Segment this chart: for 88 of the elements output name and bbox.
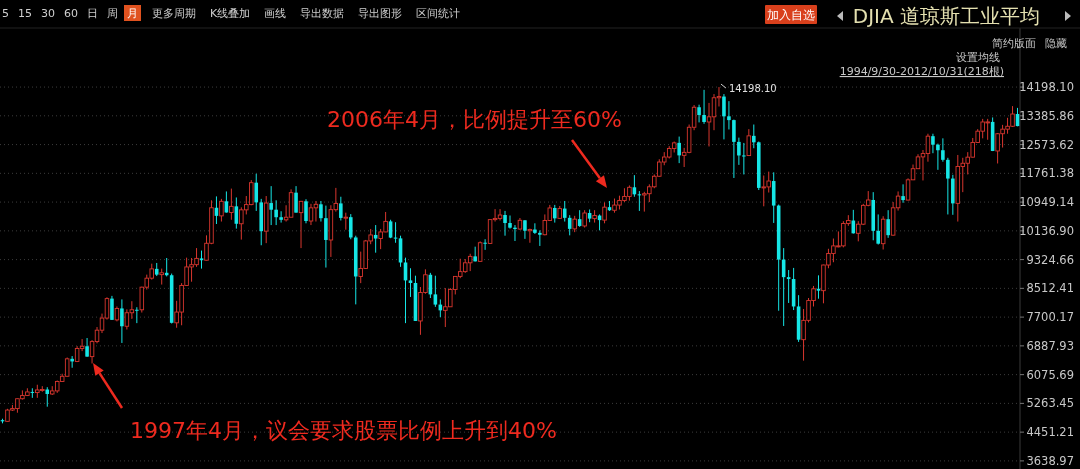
candlestick <box>752 124 756 149</box>
candlestick <box>497 208 503 221</box>
y-tick-label: 4451.21 <box>1026 425 1074 440</box>
candlestick <box>124 308 130 331</box>
candlestick <box>135 306 139 324</box>
y-tick-label: 12573.62 <box>1019 137 1074 152</box>
text: 隐藏 <box>1045 37 1067 50</box>
candlestick <box>110 295 114 321</box>
candlestick <box>732 119 736 179</box>
candlestick <box>408 267 413 298</box>
candlestick <box>901 183 905 204</box>
candlestick <box>269 185 273 226</box>
annotation: 14198.10 <box>728 83 777 95</box>
text: 日 <box>87 7 98 20</box>
candlestick <box>229 188 234 221</box>
chart-title: DJIA 道琼斯工业平均 <box>852 4 1040 28</box>
candlestick <box>85 337 89 358</box>
text: 周 <box>107 7 118 20</box>
candlestick <box>483 238 487 251</box>
candlestick <box>602 201 607 224</box>
annotation: 2006年4月，比例提升至60% <box>327 107 622 132</box>
y-tick-label: 6887.93 <box>1026 338 1074 353</box>
candlestick <box>742 142 746 175</box>
candlestick <box>946 157 950 215</box>
y-tick-label: 6075.69 <box>1026 367 1074 382</box>
candlestick <box>373 224 378 254</box>
y-tick-label: 13385.86 <box>1019 108 1074 123</box>
text: K线叠加 <box>210 7 251 20</box>
candlestick <box>737 137 741 166</box>
text: 区间统计 <box>416 7 461 20</box>
y-tick-label: 11761.38 <box>1019 166 1074 181</box>
candlestick <box>936 143 940 171</box>
y-tick-label: 8512.41 <box>1026 281 1074 296</box>
candlestick <box>508 215 512 230</box>
text: 加入自选 <box>767 8 815 22</box>
text: 导出数据 <box>300 7 345 20</box>
candlestick <box>527 228 533 244</box>
y-tick-label: 7700.17 <box>1026 310 1074 325</box>
candlestick <box>308 203 314 226</box>
annotation: 简约版面 <box>992 37 1036 50</box>
text: 画线 <box>264 7 287 20</box>
candlestick <box>319 200 323 223</box>
candlestick <box>64 356 70 378</box>
candlestick <box>254 173 259 212</box>
text: 导出图形 <box>358 7 403 20</box>
candlestick <box>722 93 726 140</box>
y-tick-label: 10949.14 <box>1019 195 1074 210</box>
candlestick <box>503 210 507 237</box>
text: 月 <box>127 7 138 20</box>
candlestick <box>711 93 717 131</box>
text: 1994/9/30-2012/10/31(218根) <box>839 65 1004 78</box>
candlestick <box>224 190 229 214</box>
candlestick <box>219 198 224 223</box>
annotation: 设置均线 <box>956 51 1000 64</box>
candlestick <box>931 133 935 154</box>
candlestick <box>886 209 890 239</box>
candlestick <box>702 89 706 125</box>
candlestick <box>746 128 752 157</box>
y-tick-label: 10136.90 <box>1019 223 1074 238</box>
candlestick <box>339 196 343 221</box>
y-tick-label: 14198.10 <box>1019 80 1074 95</box>
candlestick <box>677 136 681 164</box>
y-tick-label: 5263.45 <box>1026 396 1074 411</box>
candlestick <box>941 137 945 163</box>
y-tick-label: 3638.97 <box>1026 453 1074 468</box>
candlestick <box>324 205 328 269</box>
candlestick <box>348 213 353 240</box>
text: 30 <box>41 7 55 20</box>
candlestick <box>294 185 298 214</box>
text: 更多周期 <box>152 7 196 20</box>
candlestick <box>279 210 283 224</box>
candlestick <box>274 199 278 226</box>
candlestick <box>538 229 542 247</box>
candlestick <box>697 104 701 123</box>
annotation: 1997年4月，议会要求股票比例上升到40% <box>130 418 557 443</box>
text: 5 <box>2 7 9 20</box>
candlestick <box>120 298 124 344</box>
candlestick <box>727 100 731 130</box>
candlestick <box>876 213 880 246</box>
candlestick <box>477 240 483 263</box>
text: 15 <box>18 7 32 20</box>
candlestick <box>523 219 527 240</box>
text: 60 <box>64 7 78 20</box>
candlestick <box>533 222 537 235</box>
candlestick <box>45 386 50 408</box>
y-tick-label: 9324.66 <box>1026 252 1074 267</box>
candlestick <box>304 198 308 224</box>
candlestick <box>562 200 567 223</box>
